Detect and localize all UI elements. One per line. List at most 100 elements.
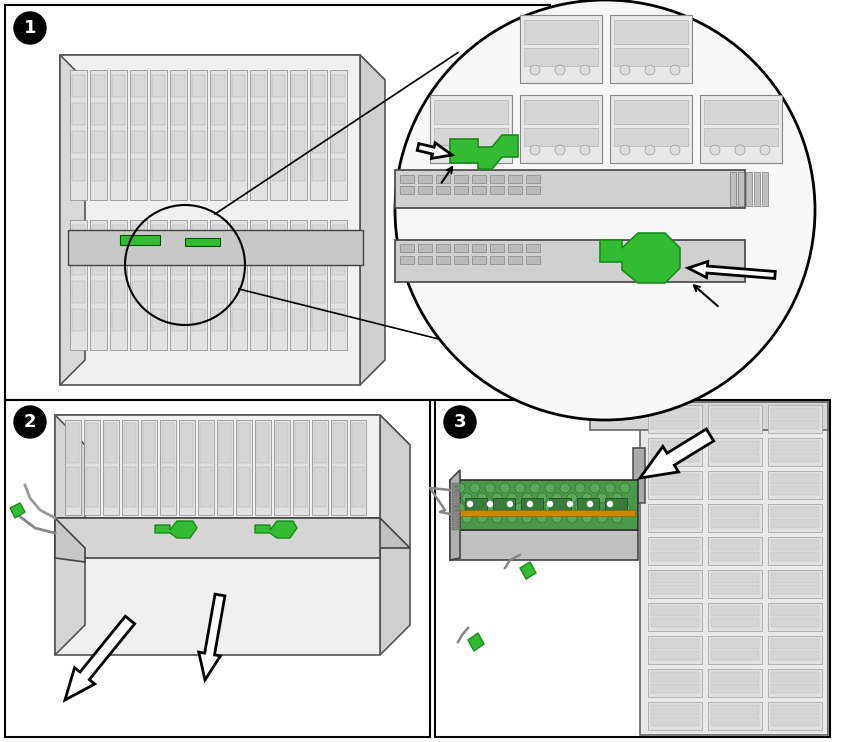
Circle shape <box>455 483 465 493</box>
Circle shape <box>612 513 622 523</box>
Circle shape <box>605 503 615 513</box>
Bar <box>330 70 347 200</box>
Bar <box>771 651 819 660</box>
Bar <box>524 100 598 124</box>
Bar <box>711 672 759 682</box>
Bar <box>152 309 165 331</box>
Polygon shape <box>640 402 828 735</box>
Polygon shape <box>450 530 638 560</box>
Bar <box>152 131 165 153</box>
Circle shape <box>500 503 510 513</box>
Bar <box>768 504 822 532</box>
Bar <box>198 420 214 515</box>
Circle shape <box>620 65 630 75</box>
Bar <box>746 172 752 206</box>
Circle shape <box>492 513 502 523</box>
Bar <box>143 423 155 463</box>
Bar <box>333 467 345 507</box>
Polygon shape <box>255 521 297 538</box>
Bar <box>92 159 105 181</box>
Bar <box>292 131 305 153</box>
Bar <box>172 131 185 153</box>
Bar <box>250 70 267 200</box>
Bar <box>295 467 307 507</box>
Polygon shape <box>55 518 85 562</box>
Bar <box>132 159 145 181</box>
Bar <box>708 702 762 730</box>
Bar <box>103 420 119 515</box>
Bar <box>272 225 285 247</box>
Bar <box>272 75 285 97</box>
Bar <box>762 172 768 206</box>
Bar <box>212 103 225 125</box>
Polygon shape <box>60 55 85 385</box>
Bar <box>651 684 699 693</box>
Bar <box>276 423 288 463</box>
Bar <box>332 309 345 331</box>
Bar <box>711 717 759 726</box>
Circle shape <box>620 145 630 155</box>
Circle shape <box>485 503 495 513</box>
Bar <box>331 420 347 515</box>
Circle shape <box>515 503 525 513</box>
Bar <box>192 159 205 181</box>
Bar <box>436 256 450 264</box>
Bar <box>454 186 468 194</box>
Bar <box>610 15 692 83</box>
Circle shape <box>530 483 540 493</box>
Bar <box>132 309 145 331</box>
Bar <box>70 70 87 200</box>
Bar <box>172 75 185 97</box>
Circle shape <box>580 65 590 75</box>
Bar <box>771 453 819 462</box>
Bar <box>192 309 205 331</box>
Bar <box>152 159 165 181</box>
Bar <box>332 225 345 247</box>
Polygon shape <box>55 518 380 558</box>
Bar <box>418 244 432 252</box>
Bar <box>192 253 205 275</box>
Bar <box>708 471 762 499</box>
Bar <box>143 467 155 507</box>
Bar <box>72 103 85 125</box>
Bar <box>651 486 699 495</box>
Bar <box>110 220 127 350</box>
Bar <box>232 131 245 153</box>
Circle shape <box>587 501 593 507</box>
Bar <box>520 15 602 83</box>
Circle shape <box>14 406 46 438</box>
Bar <box>508 175 522 183</box>
Circle shape <box>444 406 476 438</box>
Bar <box>92 103 105 125</box>
Bar <box>72 225 85 247</box>
Bar <box>711 519 759 528</box>
Bar <box>454 175 468 183</box>
Polygon shape <box>155 521 197 538</box>
Bar <box>92 131 105 153</box>
Bar <box>350 420 366 515</box>
Circle shape <box>487 501 493 507</box>
Circle shape <box>620 503 630 513</box>
Circle shape <box>500 483 510 493</box>
Bar <box>454 256 468 264</box>
Bar <box>651 717 699 726</box>
Bar <box>771 420 819 429</box>
Circle shape <box>507 513 517 523</box>
Bar <box>648 603 702 631</box>
Bar <box>648 537 702 565</box>
Bar <box>90 220 107 350</box>
Bar <box>232 225 245 247</box>
Bar <box>290 70 307 200</box>
Bar <box>651 474 699 484</box>
Bar <box>112 253 125 275</box>
Polygon shape <box>360 55 385 385</box>
Bar <box>771 618 819 627</box>
Bar <box>771 705 819 715</box>
Bar <box>190 220 207 350</box>
Bar <box>711 408 759 418</box>
Circle shape <box>645 145 655 155</box>
Bar <box>72 131 85 153</box>
Bar <box>172 159 185 181</box>
Bar <box>170 220 187 350</box>
Bar <box>152 103 165 125</box>
